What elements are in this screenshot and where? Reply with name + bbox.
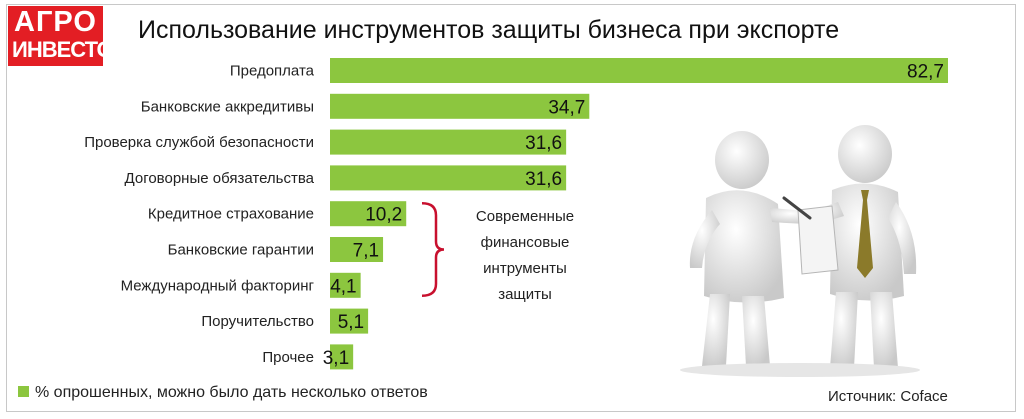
value-label: 34,7: [548, 97, 585, 118]
category-label: Прочее: [262, 349, 314, 366]
value-label: 3,1: [323, 348, 349, 369]
bar: [330, 201, 407, 227]
agroinvestor-logo: АГРО ИНВЕСТОР: [8, 6, 103, 66]
value-label: 5,1: [338, 312, 364, 333]
bar: [330, 308, 369, 334]
category-label: Кредитное страхование: [148, 206, 314, 223]
category-label: Банковские аккредитивы: [141, 98, 314, 115]
bar: [330, 272, 361, 298]
legend-swatch: [18, 386, 29, 397]
category-label: Договорные обязательства: [125, 170, 315, 187]
bar: [330, 344, 354, 370]
category-label: Банковские гарантии: [168, 242, 314, 259]
category-label: Поручительство: [201, 313, 314, 330]
bar: [330, 237, 384, 262]
note-line: защиты: [498, 286, 552, 303]
logo-line-2: ИНВЕСТОР: [12, 37, 103, 62]
bracket-note: Современные финансовые интрументы защиты: [450, 204, 600, 308]
value-label: 7,1: [353, 241, 379, 262]
category-label: Международный факторинг: [121, 277, 315, 294]
category-label: Предоплата: [230, 63, 315, 80]
source-credit: Источник: Coface: [828, 388, 948, 405]
bar: [330, 129, 567, 155]
legend: % опрошенных, можно было дать несколько …: [18, 384, 428, 402]
value-label: 31,6: [525, 169, 562, 190]
note-line: Современные: [475, 208, 575, 225]
red-bracket: [421, 201, 445, 298]
bar: [330, 93, 590, 119]
business-handshake-figures-icon: [680, 125, 920, 377]
category-label: Проверка службой безопасности: [84, 134, 314, 151]
bar: [330, 58, 948, 83]
note-line: финансовые: [480, 234, 570, 251]
value-label: 4,1: [330, 276, 356, 297]
value-label: 82,7: [907, 62, 944, 83]
chart-title: Использование инструментов защиты бизнес…: [138, 16, 840, 44]
legend-label: % опрошенных, можно было дать несколько …: [35, 384, 428, 401]
logo-line-1: АГРО: [14, 6, 97, 38]
bar: [330, 165, 567, 191]
note-line: интрументы: [483, 260, 567, 277]
value-label: 10,2: [365, 205, 402, 226]
value-label: 31,6: [525, 133, 562, 154]
